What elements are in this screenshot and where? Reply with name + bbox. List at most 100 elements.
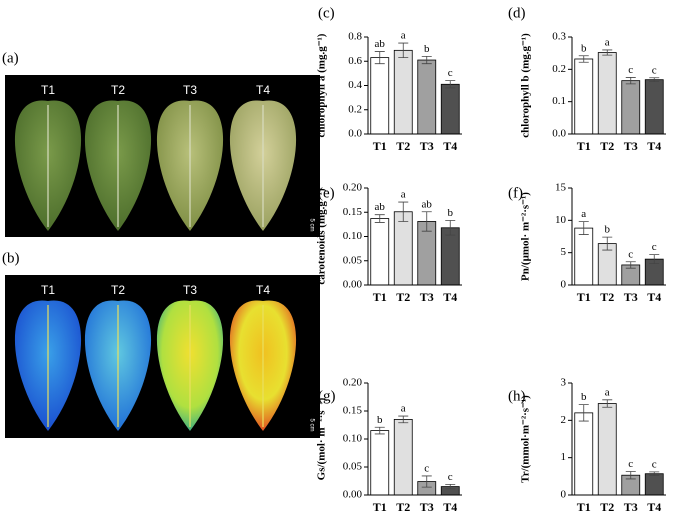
significance-label: c [652,64,657,76]
significance-label: c [448,67,453,79]
significance-label: a [401,30,406,42]
y-tick-label: 0.10 [343,433,363,445]
error-bar [602,49,613,56]
significance-label: c [628,64,633,76]
y-tick-label: 10 [555,214,567,226]
y-tick-label: 0.0 [348,128,362,140]
bar [393,418,413,496]
y-tick-label: 0.6 [348,55,362,67]
panel-label: (f) [508,185,523,201]
error-bar [625,261,636,269]
error-bar [374,51,385,65]
bar [574,58,594,135]
y-tick-label: 0.2 [552,63,566,75]
y-tick-label: 0.1 [552,95,566,107]
x-tick-label: T4 [443,500,457,513]
error-bar [374,214,385,223]
significance-label: c [448,471,453,483]
y-tick-label: 0 [561,279,567,291]
y-tick-label: 0.10 [343,230,363,242]
sample-label: T3 [183,83,197,97]
y-axis-label: Tr/(mmol·m⁻²·s⁻¹) [520,395,532,483]
bar [644,473,664,496]
sample-label: T4 [256,83,270,97]
x-tick-label: T3 [624,500,638,513]
y-tick-label: 0.3 [552,31,566,43]
y-tick-label: 0.20 [343,182,363,194]
significance-label: b [581,42,587,54]
error-bar [578,221,589,235]
sample-label: T3 [183,283,197,297]
bar [393,211,413,286]
significance-label: c [652,458,657,470]
y-tick-label: 0.2 [348,103,362,115]
y-axis-label: chlorophyll b (mg.g⁻¹) [520,33,532,138]
bar [597,52,617,135]
bar [440,227,460,286]
x-tick-label: T3 [420,500,434,513]
error-bar [578,55,589,63]
error-bar [398,201,409,222]
error-bar [625,471,636,480]
scale-label: 5 cm [308,218,314,231]
y-axis-label: Gs/(mol· m⁻²·s⁻¹) [316,397,328,480]
panel-label: (h) [508,388,526,404]
x-tick-label: T3 [624,139,638,153]
error-bar [625,77,636,85]
error-bar [374,426,385,435]
significance-label: b [581,391,587,403]
scale-label: 5 cm [308,418,314,431]
x-tick-label: T2 [600,139,614,153]
y-axis-label: Pn/(μmol· m⁻²·s⁻¹) [520,192,532,281]
sample-label: T2 [111,283,125,297]
x-tick-label: T1 [577,290,591,304]
error-bar [649,77,660,83]
x-tick-label: T3 [420,139,434,153]
panel-label: (a) [2,50,19,66]
panel-label: (c) [318,5,335,21]
significance-label: a [581,208,586,220]
y-tick-label: 0.8 [348,31,362,43]
y-tick-label: 0.0 [552,128,566,140]
x-tick-label: T4 [647,290,661,304]
significance-label: a [401,189,406,201]
y-tick-label: 1 [561,451,567,463]
panel-label: (e) [318,185,335,201]
sample-label: T4 [256,283,270,297]
y-tick-label: 2 [561,414,567,426]
x-tick-label: T1 [577,139,591,153]
error-bar [398,415,409,424]
bar [597,403,617,496]
x-tick-label: T4 [647,139,661,153]
bar [370,430,390,496]
x-tick-label: T1 [373,290,387,304]
y-tick-label: 0.15 [343,206,363,218]
bar [440,83,460,135]
y-axis-label: chlorophyll a (mg.g⁻¹) [316,33,328,137]
x-tick-label: T1 [373,139,387,153]
significance-label: ab [422,198,433,210]
significance-label: a [605,386,610,398]
x-tick-label: T4 [443,139,457,153]
error-bar [398,42,409,59]
x-tick-label: T2 [396,500,410,513]
significance-label: c [652,241,657,253]
bar [393,49,413,135]
x-tick-label: T1 [373,500,387,513]
error-bar [649,471,660,476]
y-tick-label: 0.15 [343,405,363,417]
x-tick-label: T1 [577,500,591,513]
significance-label: a [401,403,406,415]
significance-label: b [377,414,383,426]
error-bar [421,475,432,488]
y-tick-label: 15 [555,182,567,194]
significance-label: ab [375,38,386,50]
x-tick-label: T4 [647,500,661,513]
panel-label: (d) [508,5,526,21]
significance-label: b [448,207,454,219]
bar [644,79,664,135]
bar [370,218,390,286]
y-axis-label: carotenoids (mg.g⁻¹) [316,188,328,285]
x-tick-label: T2 [600,500,614,513]
